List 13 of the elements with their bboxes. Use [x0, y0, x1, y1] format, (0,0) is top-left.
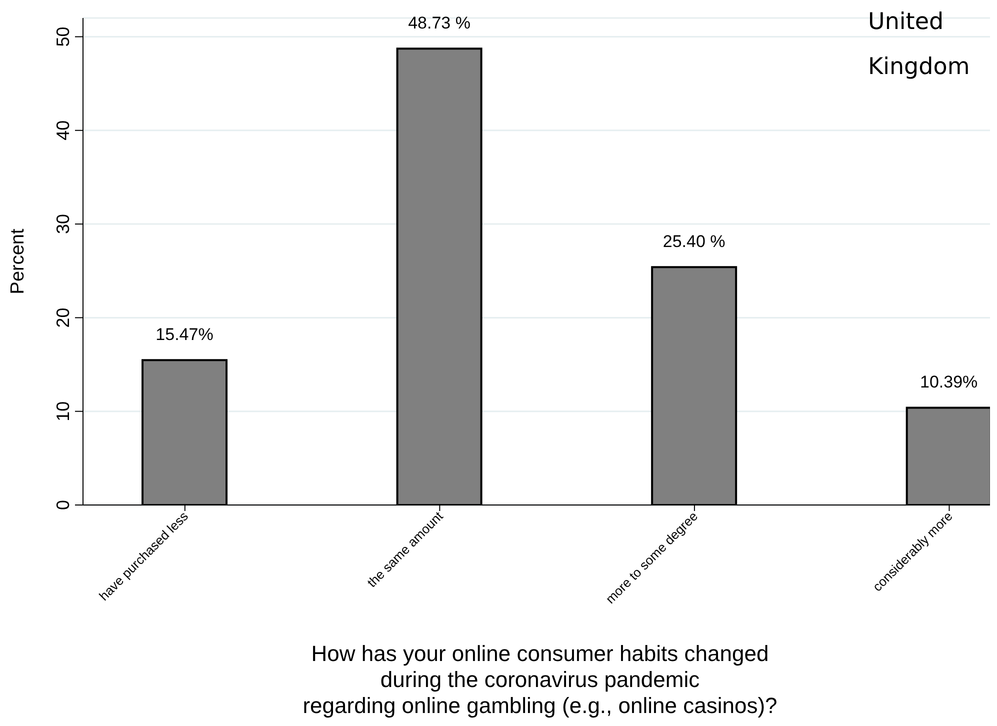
annotation: United Kingdom: [868, 8, 971, 82]
data-label: 48.73 %: [408, 14, 470, 33]
y-tick-label: 50: [53, 26, 73, 47]
y-tick-label: 30: [53, 214, 73, 234]
data-label: 25.40 %: [662, 232, 726, 252]
data-label: 10.39%: [920, 372, 978, 392]
y-tick-label: 10: [53, 401, 73, 422]
y-tick-label: 0: [53, 500, 73, 510]
data-label: 15.47%: [156, 325, 214, 344]
y-tick-label: 40: [53, 120, 73, 140]
y-axis-title: Percent: [8, 228, 29, 294]
x-axis-title: How has your online consumer habits changed during the coronavirus pandemic regarding online gambling (e.g., online casinos)?: [302, 641, 778, 719]
y-tick-label: 20: [53, 308, 73, 328]
